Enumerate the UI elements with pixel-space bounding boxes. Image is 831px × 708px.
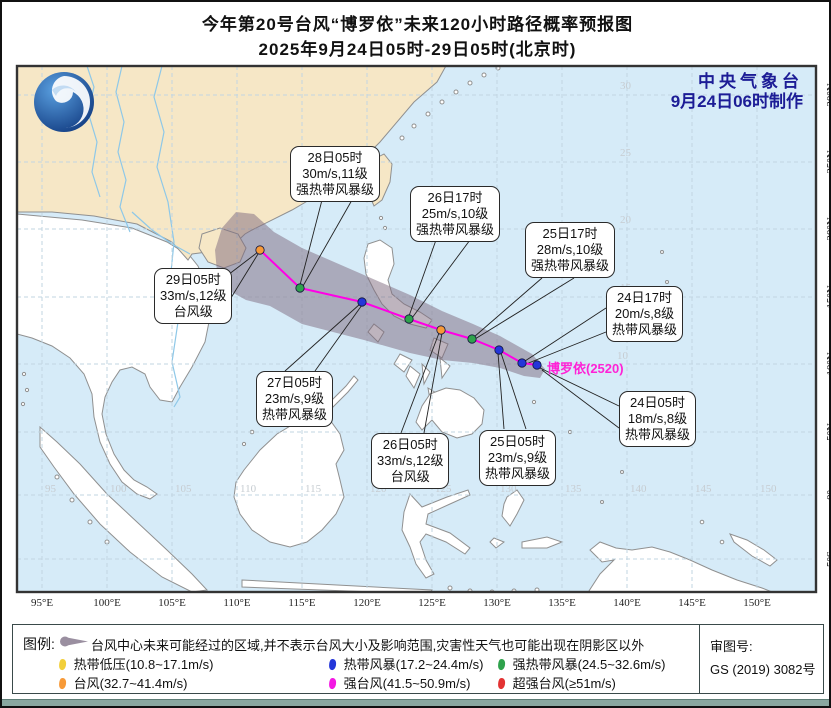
legend-heading: 图例:: [23, 636, 55, 652]
super-ty-marker-icon: [498, 678, 506, 690]
faint-grid-label: 130: [500, 483, 517, 495]
faint-grid-label: 30: [620, 80, 631, 92]
track-point-28日05时: [295, 283, 305, 293]
faint-grid-label: 145: [695, 483, 712, 495]
lat-axis-label: 30°N: [825, 83, 831, 107]
faint-grid-label: 110: [240, 483, 257, 495]
callout-24d05h: 24日05时 18m/s,8级 热带风暴级: [619, 391, 697, 447]
faint-grid-label: 150: [760, 483, 777, 495]
ty-marker-icon: [59, 678, 67, 690]
lon-axis-label: 140°E: [613, 597, 641, 609]
faint-grid-label: 115: [305, 483, 322, 495]
faint-grid-label: 105: [175, 483, 192, 495]
callout-25d17h: 25日17时 28m/s,10级 强热带风暴级: [525, 222, 616, 278]
callout-25d05h: 25日05时 23m/s,9级 热带风暴级: [479, 430, 557, 486]
legend-box: 图例: 台风中心未来可能经过的区域,并不表示台风大小及影响范围,灾害性天气也可能…: [12, 624, 824, 694]
track-point-24日05时: [532, 360, 542, 370]
agency-issue-time: 9月24日06时制作: [670, 92, 803, 111]
agency-name: 中央气象台: [698, 72, 803, 91]
callout-24d17h: 24日17时 20m/s,8级 热带风暴级: [606, 286, 684, 342]
mindanao: [415, 387, 485, 439]
legend-item-td: 热带低压(10.8~17.1m/s): [58, 654, 213, 673]
new-guinea: [587, 541, 774, 592]
callout-26d05h: 26日05时 33m/s,12级 台风级: [371, 433, 450, 489]
track-point-24日17时: [517, 358, 527, 368]
rivers: [86, 66, 191, 408]
lat-axis-label: 20°N: [825, 217, 831, 241]
lat-axis-label: 5°N: [825, 423, 831, 441]
lat-axis-label: 25°N: [825, 150, 831, 174]
legend-item-super-ty: 超强台风(≥51m/s): [497, 673, 616, 692]
lon-axis-label: 95°E: [30, 597, 54, 609]
legend-item-sty: 强台风(41.5~50.9m/s): [328, 673, 470, 692]
map-border: [15, 64, 818, 594]
lon-axis-label: 150°E: [743, 597, 771, 609]
faint-grid-label: 25: [620, 147, 631, 159]
land-masses: [17, 66, 778, 592]
faint-grid-label: 95: [45, 483, 56, 495]
sts-marker-icon: [498, 659, 506, 671]
approval-number: 审图号: GS (2019) 3082号: [710, 639, 816, 677]
callout-26d17h: 26日17时 25m/s,10级 强热带风暴级: [410, 186, 501, 242]
ts-marker-icon: [329, 659, 337, 671]
typhoon-track: [255, 245, 542, 370]
track-point-27日05时: [357, 297, 367, 307]
lon-axis-label: 100°E: [93, 597, 121, 609]
agency-credit: 中央气象台 9月24日06时制作: [671, 72, 803, 112]
legend-item-ty: 台风(32.7~41.4m/s): [58, 673, 187, 692]
track-point-25日17时: [467, 334, 477, 344]
storm-name-label: 博罗依(2520): [547, 361, 624, 376]
page-title: 今年第20号台风“博罗依”未来120小时路径概率预报图: [201, 15, 634, 34]
cma-logo: [34, 72, 94, 132]
lon-axis-label: 125°E: [418, 597, 446, 609]
lat-axis-label: 5°S: [825, 550, 831, 568]
sty-marker-icon: [329, 678, 337, 690]
faint-grid-label: 10: [617, 350, 628, 362]
gridlines: [17, 66, 816, 592]
faint-grid-label: 20: [620, 214, 631, 226]
td-marker-icon: [59, 659, 67, 671]
sulawesi: [401, 489, 471, 579]
java: [241, 579, 433, 592]
lon-axis-label: 105°E: [158, 597, 186, 609]
faint-grid-label: 135: [565, 483, 582, 495]
callout-28d05h: 28日05时 30m/s,11级 强热带风暴级: [290, 146, 381, 202]
faint-grid-label: 140: [630, 483, 647, 495]
track-point-25日05时: [494, 345, 504, 355]
lat-axis-label: 15°N: [825, 285, 831, 309]
legend-item-sts: 强热带风暴(24.5~32.6m/s): [497, 654, 665, 673]
lon-axis-label: 145°E: [678, 597, 706, 609]
legend-divider: [699, 625, 700, 693]
bottom-band: [2, 699, 829, 706]
lon-axis-label: 130°E: [483, 597, 511, 609]
lon-axis-label: 135°E: [548, 597, 576, 609]
callout-29d05h: 29日05时 33m/s,12级 台风级: [154, 268, 233, 324]
lon-axis-label: 110°E: [223, 597, 251, 609]
cone-icon: [59, 635, 89, 651]
track-point-29日05时: [255, 245, 265, 255]
page-subtitle: 2025年9月24日05时-29日05时(北京时): [258, 40, 577, 59]
callout-27d05h: 27日05时 23m/s,9级 热带风暴级: [256, 371, 334, 427]
lat-axis-label: 0°: [825, 490, 831, 500]
lon-axis-label: 115°E: [288, 597, 316, 609]
faint-grid-label: 100: [110, 483, 127, 495]
track-point-26日05时: [436, 325, 446, 335]
track-point-26日17时: [404, 314, 414, 324]
lon-axis-label: 120°E: [353, 597, 381, 609]
lat-axis-label: 10°N: [825, 352, 831, 376]
legend-cone-note: 台风中心未来可能经过的区域,并不表示台风大小及影响范围,灾害性天气也可能出现在阴…: [91, 638, 645, 653]
legend-item-ts: 热带风暴(17.2~24.4m/s): [328, 654, 483, 673]
